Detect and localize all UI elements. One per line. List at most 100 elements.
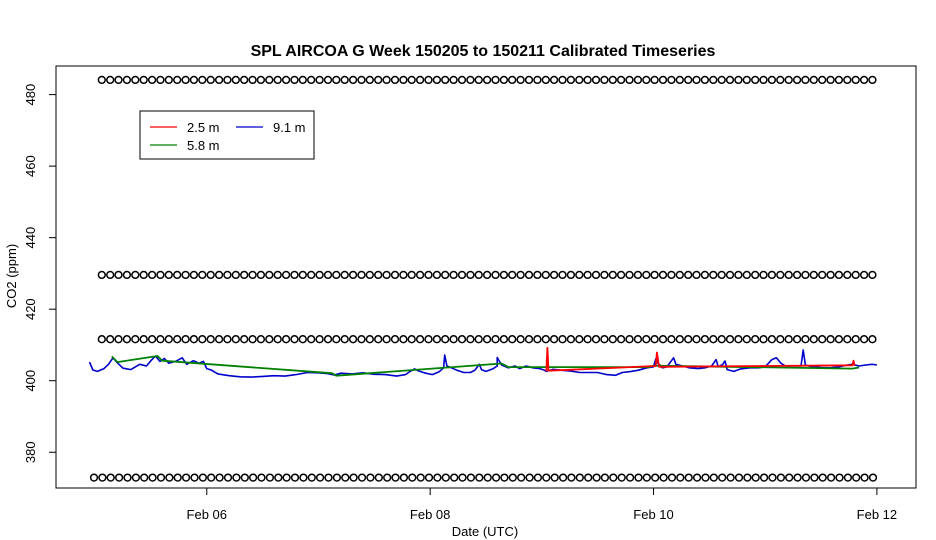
marker-circle <box>348 270 358 280</box>
marker-circle <box>466 335 475 344</box>
marker-circle <box>89 473 99 482</box>
marker-circle <box>868 75 877 85</box>
marker-circle <box>591 335 601 344</box>
marker-circle <box>600 75 609 85</box>
legend-label: 5.8 m <box>187 138 220 153</box>
marker-circle <box>114 75 123 85</box>
marker-circle <box>684 473 693 482</box>
marker-circle <box>432 335 442 344</box>
marker-circle <box>868 473 878 482</box>
marker-circle <box>457 75 467 85</box>
marker-circle <box>851 270 860 280</box>
marker-circle <box>591 75 601 85</box>
marker-circle <box>457 270 467 280</box>
marker-circle <box>851 75 860 85</box>
marker-circle <box>282 473 291 482</box>
marker-circle <box>123 473 132 482</box>
marker-circle <box>474 335 483 344</box>
marker-circle <box>315 473 325 482</box>
marker-circle <box>106 270 115 280</box>
marker-circle <box>407 335 416 344</box>
marker-circle <box>290 270 299 280</box>
marker-circle <box>616 75 626 85</box>
marker-circle <box>725 75 735 85</box>
marker-circle <box>357 75 366 85</box>
marker-circle <box>701 473 710 482</box>
marker-circle <box>265 335 274 344</box>
marker-circle <box>156 473 166 482</box>
marker-circle <box>658 75 668 85</box>
marker-circle <box>734 335 743 344</box>
y-tick-label: 460 <box>23 155 38 177</box>
marker-circle <box>826 335 835 344</box>
marker-circle <box>826 270 835 280</box>
marker-circle <box>525 473 534 482</box>
marker-circle <box>415 335 425 344</box>
marker-circle <box>231 335 240 344</box>
marker-circle <box>792 270 802 280</box>
marker-circle <box>483 473 492 482</box>
marker-circle <box>256 270 266 280</box>
marker-circle <box>482 335 492 344</box>
marker-circle <box>575 473 584 482</box>
marker-circle <box>859 75 869 85</box>
marker-circle <box>616 335 626 344</box>
marker-circle <box>357 473 367 482</box>
marker-circle <box>315 335 324 344</box>
marker-circle <box>366 473 375 482</box>
marker-circle <box>524 75 534 85</box>
marker-circle <box>475 473 484 482</box>
marker-circle <box>424 75 433 85</box>
marker-circle <box>491 335 500 344</box>
marker-circle <box>491 473 501 482</box>
marker-circle <box>173 335 182 344</box>
marker-circle <box>298 270 307 280</box>
marker-circle <box>692 75 701 85</box>
marker-circle <box>383 473 392 482</box>
marker-circle <box>357 270 366 280</box>
marker-circle <box>734 473 744 482</box>
marker-circle <box>299 473 308 482</box>
marker-circle <box>759 473 769 482</box>
legend-label: 9.1 m <box>273 120 306 135</box>
marker-circle <box>834 335 844 344</box>
marker-circle <box>818 473 827 482</box>
marker-circle <box>634 473 643 482</box>
marker-circle <box>533 75 542 85</box>
marker-circle <box>240 270 249 280</box>
marker-circle <box>147 75 157 85</box>
marker-circle <box>533 270 542 280</box>
marker-circle <box>667 473 677 482</box>
marker-circle <box>106 75 115 85</box>
marker-circle <box>633 75 643 85</box>
marker-circle <box>700 335 710 344</box>
y-tick-label: 380 <box>23 441 38 463</box>
marker-circle <box>399 270 408 280</box>
marker-circle <box>248 270 257 280</box>
x-tick-label: Feb 08 <box>410 507 450 522</box>
marker-circle <box>131 75 140 85</box>
marker-circle <box>524 335 534 344</box>
marker-circle <box>709 270 718 280</box>
marker-circle <box>659 473 668 482</box>
marker-circle <box>273 335 282 344</box>
x-axis: Feb 06 Feb 08 Feb 10 Feb 12 <box>187 488 897 522</box>
marker-circle <box>751 75 760 85</box>
marker-circle <box>499 75 509 85</box>
marker-circle <box>651 473 660 482</box>
marker-circle <box>843 270 852 280</box>
marker-circle <box>684 270 693 280</box>
marker-circle <box>390 270 400 280</box>
marker-circle <box>232 473 241 482</box>
marker-circle <box>542 473 551 482</box>
marker-circle <box>256 335 266 344</box>
marker-circle <box>642 335 651 344</box>
marker-circle <box>784 335 793 344</box>
marker-circle <box>725 335 735 344</box>
marker-circle <box>273 75 282 85</box>
marker-circle <box>265 270 274 280</box>
marker-circle <box>508 270 517 280</box>
marker-circle <box>541 335 550 344</box>
series-line-2-5-m <box>545 346 856 372</box>
marker-circle <box>566 75 576 85</box>
